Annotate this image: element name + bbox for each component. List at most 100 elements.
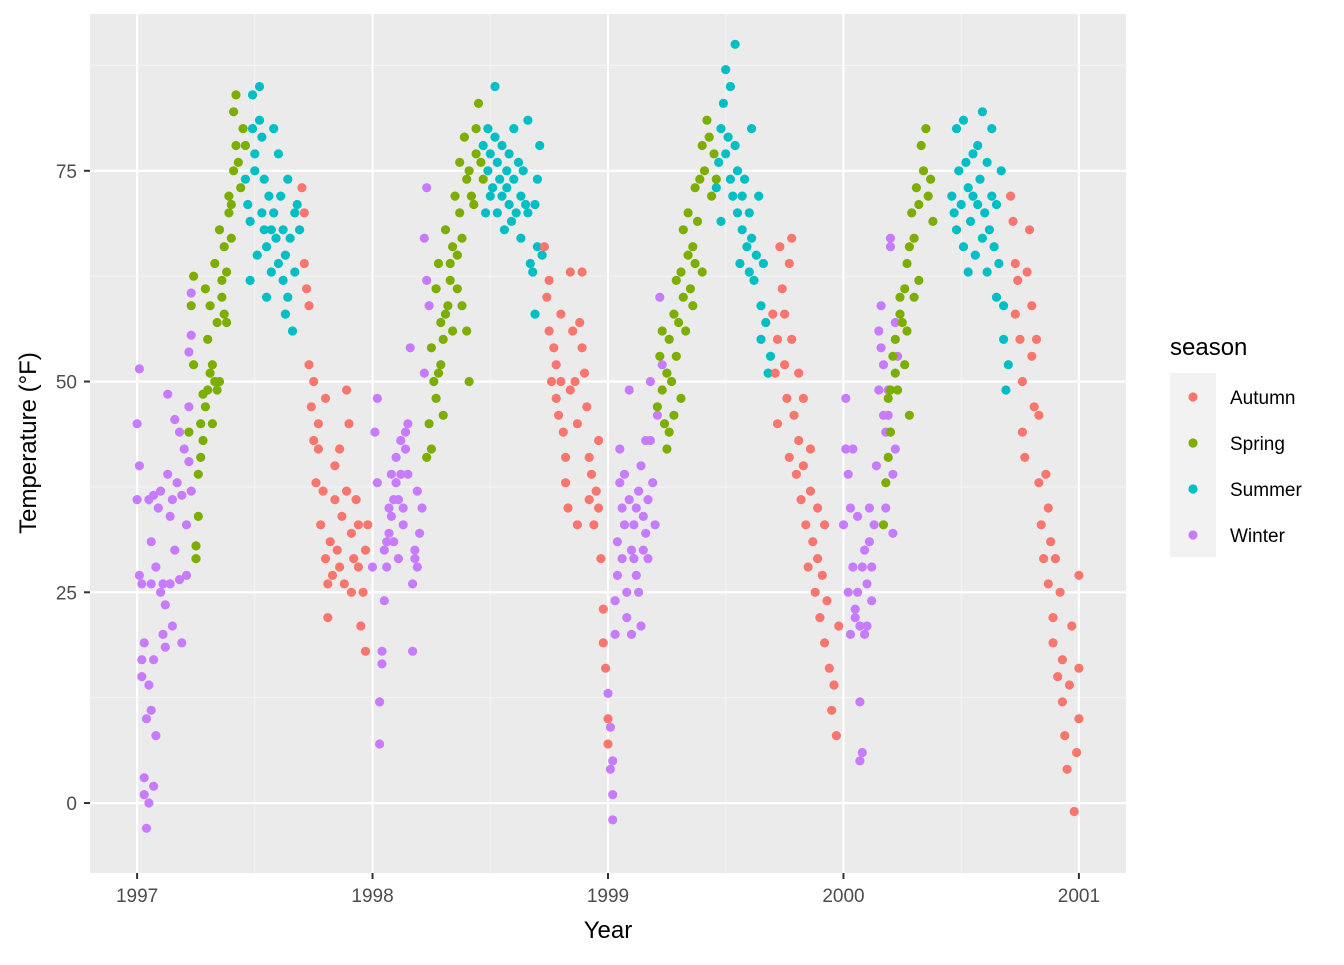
y-tick-label: 50 xyxy=(56,373,77,394)
point-autumn xyxy=(1057,697,1067,707)
point-summer xyxy=(758,258,769,269)
point-spring xyxy=(214,376,225,387)
point-spring xyxy=(678,225,688,235)
point-winter xyxy=(610,596,620,606)
x-tick-label: 2000 xyxy=(822,886,864,907)
point-winter xyxy=(405,343,415,353)
point-spring xyxy=(885,385,896,395)
point-summer xyxy=(535,140,545,151)
point-spring xyxy=(657,326,667,336)
point-winter xyxy=(149,490,159,500)
point-summer xyxy=(711,183,721,193)
point-spring xyxy=(205,368,215,378)
point-autumn xyxy=(775,242,785,252)
point-winter xyxy=(134,570,144,581)
point-spring xyxy=(890,334,900,344)
point-spring xyxy=(191,541,201,551)
point-spring xyxy=(210,258,220,269)
point-summer xyxy=(290,267,300,277)
point-winter xyxy=(612,537,623,547)
point-summer xyxy=(483,124,493,134)
point-autumn xyxy=(794,368,804,378)
point-autumn xyxy=(594,503,604,513)
point-winter xyxy=(396,469,406,479)
legend-key-winter xyxy=(1188,530,1198,540)
legend-item-winter: Winter xyxy=(1188,526,1286,547)
point-spring xyxy=(464,166,474,176)
point-spring xyxy=(436,317,446,328)
legend-key-background xyxy=(1170,373,1216,557)
point-winter xyxy=(410,545,420,555)
point-autumn xyxy=(798,461,809,471)
point-autumn xyxy=(789,410,799,420)
point-autumn xyxy=(320,393,331,403)
point-summer xyxy=(968,191,978,201)
y-tick-label: 25 xyxy=(56,583,77,604)
point-summer xyxy=(756,301,766,311)
y-tick-label: 0 xyxy=(66,794,77,815)
point-summer xyxy=(245,216,255,226)
point-summer xyxy=(292,199,302,210)
point-autumn xyxy=(1036,520,1046,530)
point-spring xyxy=(212,317,222,328)
point-spring xyxy=(186,301,196,311)
point-spring xyxy=(212,385,222,395)
point-summer xyxy=(977,107,988,117)
point-spring xyxy=(231,140,241,151)
point-winter xyxy=(848,444,858,454)
point-spring xyxy=(438,334,448,344)
point-autumn xyxy=(591,486,601,496)
point-winter xyxy=(638,545,648,555)
point-spring xyxy=(240,140,250,151)
point-winter xyxy=(186,288,196,298)
point-summer xyxy=(252,250,262,260)
point-spring xyxy=(443,301,453,311)
point-autumn xyxy=(791,469,802,479)
point-winter xyxy=(408,646,418,656)
point-winter xyxy=(850,604,860,614)
point-autumn xyxy=(304,360,314,370)
point-summer xyxy=(259,225,269,235)
point-summer xyxy=(947,191,957,201)
point-winter xyxy=(657,360,667,370)
point-summer xyxy=(975,174,985,184)
point-autumn xyxy=(577,343,587,353)
point-autumn xyxy=(805,444,816,454)
point-spring xyxy=(452,250,462,260)
point-summer xyxy=(247,124,258,134)
point-winter xyxy=(608,790,618,800)
point-spring xyxy=(702,115,712,125)
point-summer xyxy=(732,166,743,176)
point-winter xyxy=(841,444,851,454)
point-summer xyxy=(956,199,966,210)
point-winter xyxy=(139,790,149,800)
point-spring xyxy=(671,351,681,361)
point-summer xyxy=(532,242,543,252)
point-autumn xyxy=(784,258,794,269)
point-spring xyxy=(431,284,441,294)
point-autumn xyxy=(351,495,361,505)
point-summer xyxy=(490,132,500,142)
point-spring xyxy=(445,258,455,269)
point-summer xyxy=(749,275,759,285)
point-winter xyxy=(184,347,194,357)
point-winter xyxy=(874,326,884,336)
point-spring xyxy=(231,90,241,100)
point-autumn xyxy=(297,183,307,193)
point-spring xyxy=(426,444,436,454)
point-winter xyxy=(867,596,877,606)
point-spring xyxy=(709,149,719,159)
point-spring xyxy=(662,444,672,454)
point-winter xyxy=(141,823,152,833)
point-autumn xyxy=(822,596,832,606)
point-winter xyxy=(850,613,860,623)
point-autumn xyxy=(575,317,585,328)
point-summer xyxy=(478,140,488,151)
point-winter xyxy=(636,621,646,631)
point-winter xyxy=(149,781,159,791)
point-winter xyxy=(629,520,639,530)
point-spring xyxy=(904,242,915,252)
point-winter xyxy=(156,486,166,496)
point-summer xyxy=(751,250,761,260)
point-summer xyxy=(996,166,1006,176)
